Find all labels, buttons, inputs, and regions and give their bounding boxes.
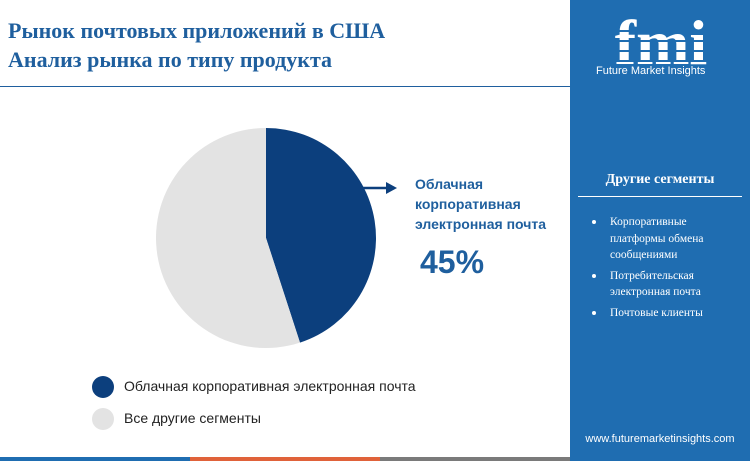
other-segments-list: Корпоративные платформы обмена сообщения… [592, 214, 742, 325]
segment-item: Почтовые клиенты [592, 305, 742, 322]
segment-item: Потребительская электронная почта [592, 268, 742, 301]
pie-chart [155, 128, 376, 348]
page-subtitle: Анализ рынка по типу продукта [8, 47, 333, 72]
sidebar: fmi Future Market Insights Другие сегмен… [570, 0, 750, 461]
callout-value: 45% [420, 244, 485, 280]
fmi-logo-icon: fmi [602, 8, 720, 78]
legend-swatch-cloud-email [92, 376, 114, 398]
title-block: Рынок почтовых приложений в США Анализ р… [8, 16, 558, 74]
brand-name: Future Market Insights [596, 65, 706, 77]
other-segments-title: Другие сегменты [605, 172, 715, 187]
footer-stripe-1 [0, 457, 190, 461]
segment-item: Корпоративные платформы обмена сообщения… [592, 214, 742, 264]
footer-stripe-3 [380, 457, 570, 461]
pie-slice-0 [266, 128, 376, 343]
callout-arrow-icon [362, 182, 397, 194]
callout-label: Облачная корпоративная электронная почта [415, 176, 547, 232]
footer-stripe-2 [190, 457, 380, 461]
legend-swatch-other [92, 408, 114, 430]
pie-slice-1 [155, 128, 300, 348]
logo-wordmark: fmi [615, 8, 707, 78]
title-divider [0, 86, 570, 87]
website-link[interactable]: www.futuremarketinsights.com [585, 433, 735, 445]
other-segments-divider [578, 196, 742, 197]
legend-label-cloud-email: Облачная корпоративная электронная почта [124, 378, 416, 394]
footer-stripe-4 [570, 457, 750, 461]
legend-label-other: Все другие сегменты [124, 410, 261, 426]
page-title: Рынок почтовых приложений в США [8, 18, 386, 43]
